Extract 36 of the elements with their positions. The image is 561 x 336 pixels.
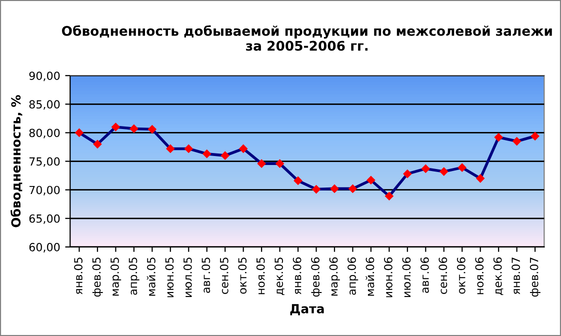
y-tick-label: 70,00 xyxy=(30,186,60,196)
x-tick-label: авг.06 xyxy=(420,257,429,293)
chart-title: Обводненность добываемой продукции по межсолевой залежи за 2005-2006 гг. xyxy=(62,25,552,51)
x-tick-label: ноя.06 xyxy=(475,257,484,294)
x-tick-label: фев.07 xyxy=(530,258,540,297)
x-tick-label: май.05 xyxy=(146,258,156,296)
x-tick-label: июл.05 xyxy=(183,258,192,298)
x-tick-label: мар.06 xyxy=(329,257,340,296)
x-tick-label: авг.05 xyxy=(202,258,210,293)
y-axis-title: Обводненность, % xyxy=(10,95,22,228)
y-tick-label: 65,00 xyxy=(29,214,60,224)
x-axis-title: Дата xyxy=(290,304,324,316)
y-tick-label: 60,00 xyxy=(29,242,60,252)
y-tick-label: 85,00 xyxy=(29,100,60,110)
x-tick-label: фев.05 xyxy=(92,258,103,297)
y-tick-label: 75,00 xyxy=(30,157,60,167)
x-tick-label: янв.06 xyxy=(292,257,302,294)
x-tick-label: апр.06 xyxy=(348,257,358,295)
x-tick-label: янв.07 xyxy=(512,258,520,294)
x-tick-label: июн.06 xyxy=(384,257,392,298)
x-tick-label: ноя.05 xyxy=(256,258,265,294)
x-tick-label: окт.05 xyxy=(238,258,247,294)
x-tick-label: окт.06 xyxy=(456,257,466,294)
x-tick-label: мар.05 xyxy=(110,258,122,296)
x-tick-label: июл.06 xyxy=(402,257,411,298)
x-tick-label: фев.06 xyxy=(311,257,322,297)
x-tick-label: май.06 xyxy=(366,257,374,296)
x-tick-label: янв.05 xyxy=(74,258,82,294)
x-tick-label: апр.05 xyxy=(128,258,140,295)
y-tick-label: 90,00 xyxy=(29,72,60,82)
x-tick-label: сен.06 xyxy=(438,257,448,294)
x-tick-label: дек.05 xyxy=(274,258,284,296)
x-tick-label: сен.05 xyxy=(220,258,228,294)
y-tick-label: 80,00 xyxy=(29,128,60,138)
x-tick-label: июн.05 xyxy=(165,258,174,298)
x-tick-label: дек.06 xyxy=(493,257,504,296)
